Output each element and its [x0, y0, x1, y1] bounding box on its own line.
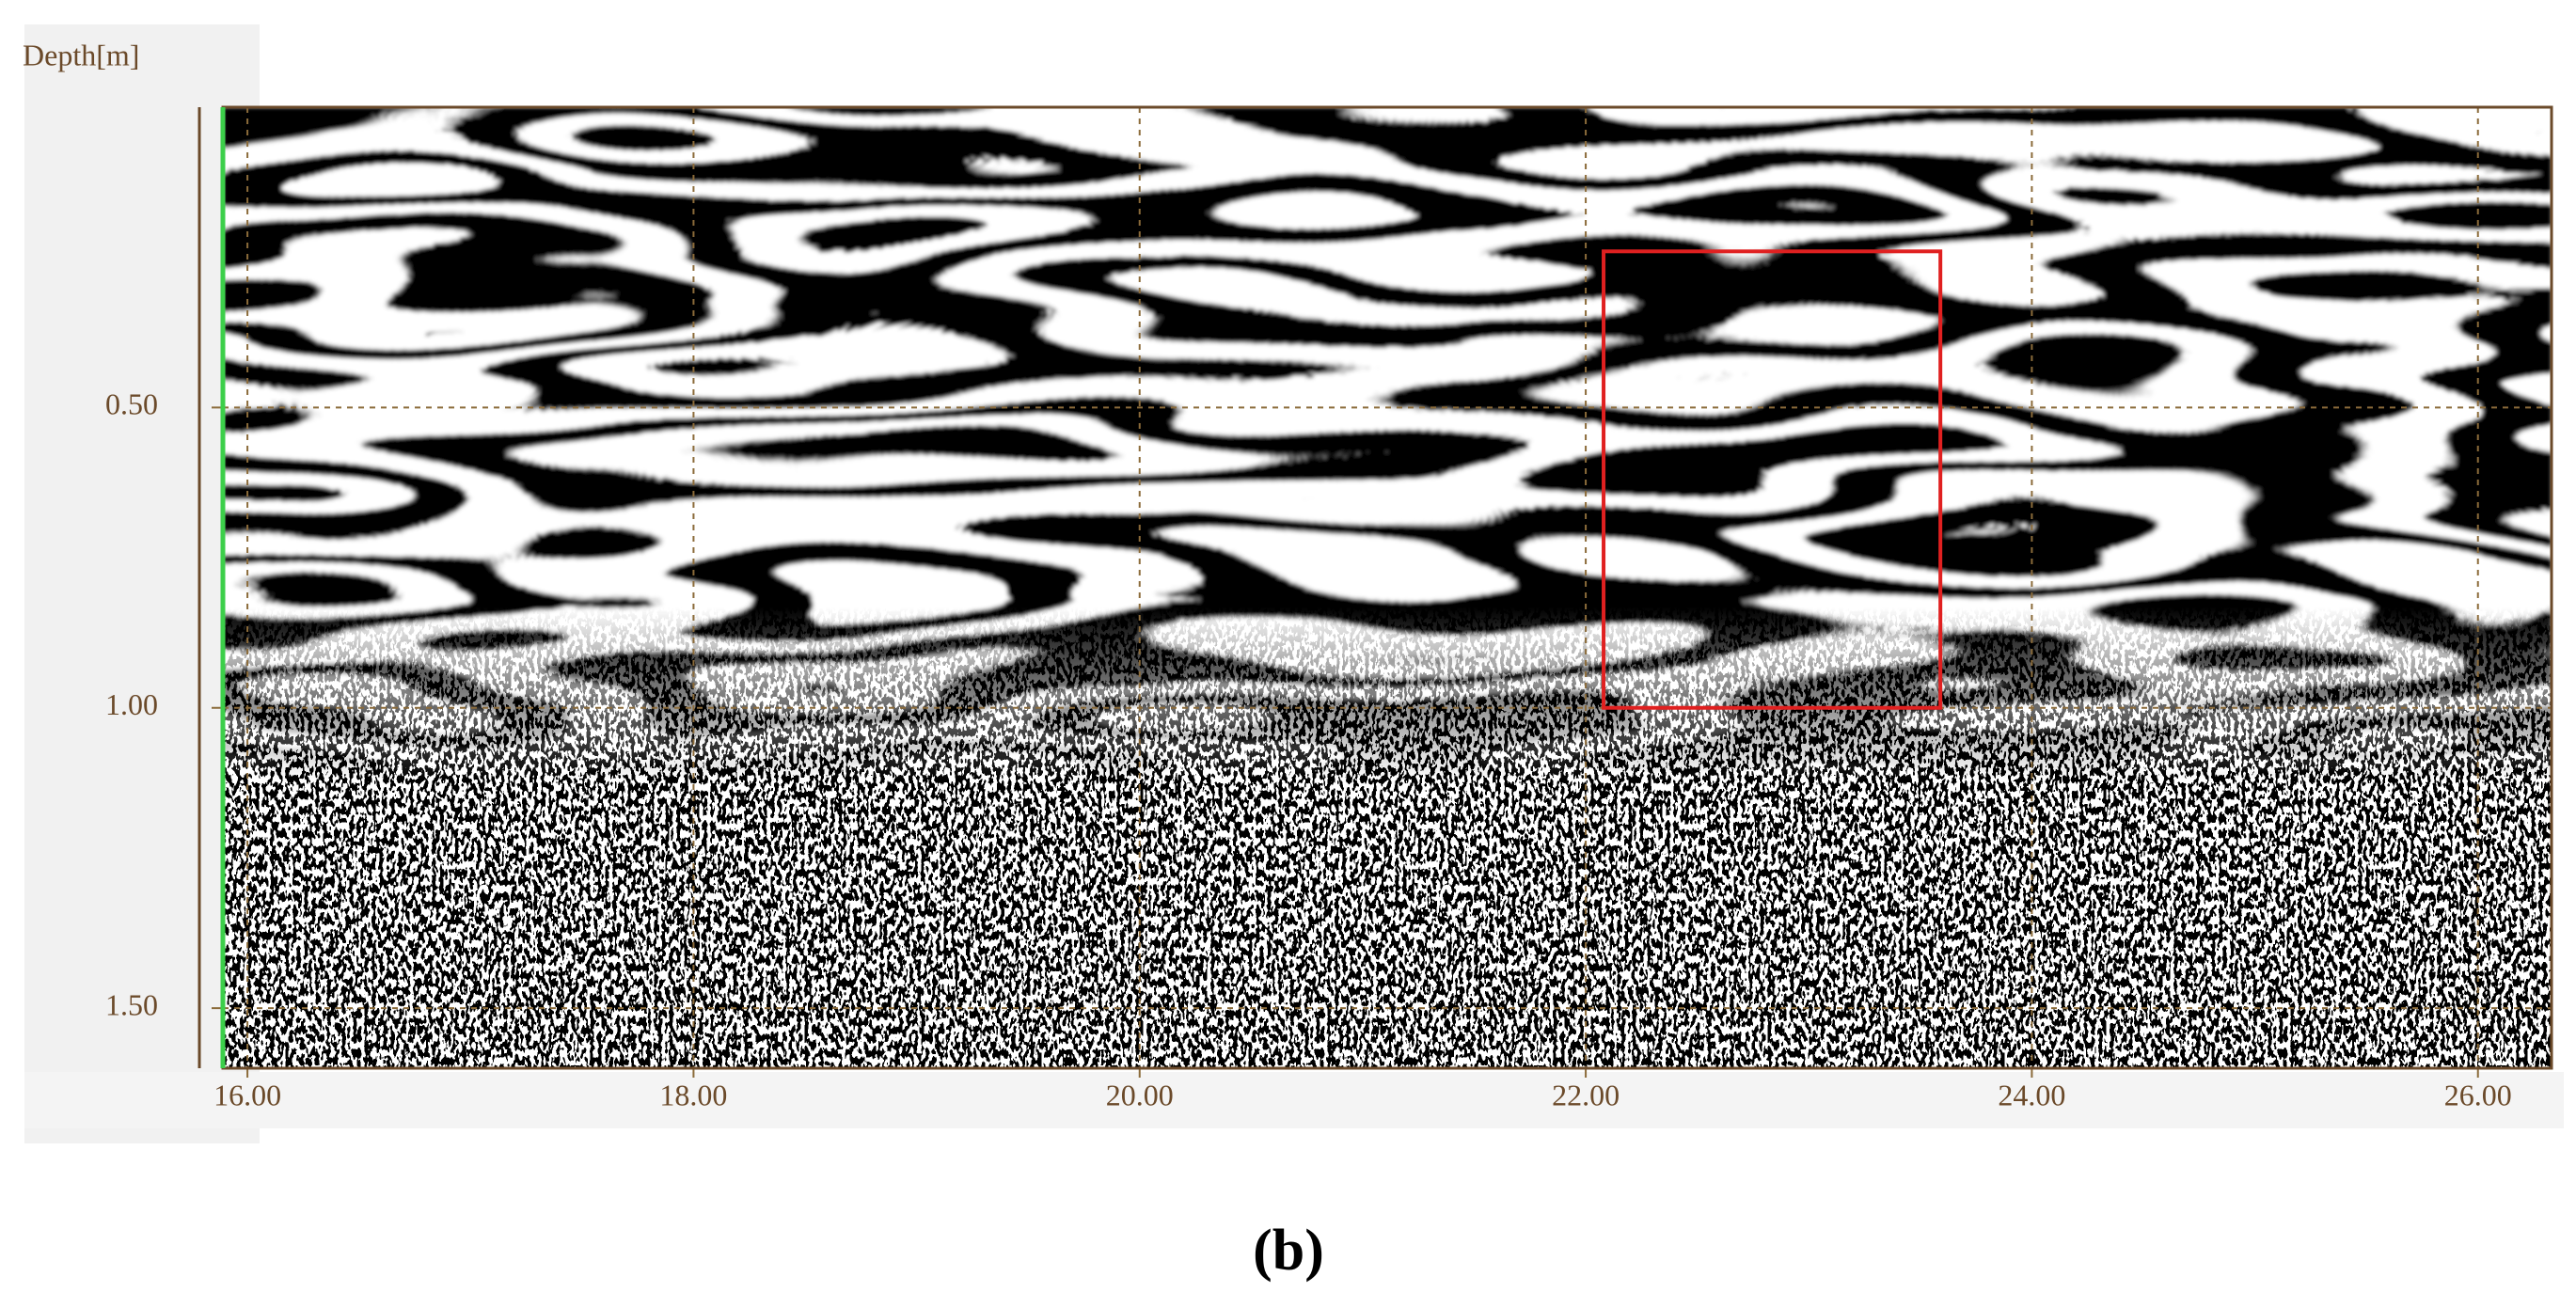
x-tick-label: 26.00: [2444, 1078, 2512, 1111]
shadow: [24, 24, 260, 1143]
x-tick-label: 16.00: [213, 1078, 281, 1111]
x-tick-label: 18.00: [659, 1078, 727, 1111]
x-tick-label: 24.00: [1998, 1078, 2065, 1111]
x-tick-label: 22.00: [1552, 1078, 1620, 1111]
shadow: [24, 1072, 2564, 1128]
y-tick-label: 0.50: [105, 387, 158, 421]
x-tick-label: 20.00: [1106, 1078, 1174, 1111]
y-axis-label: Depth[m]: [23, 38, 139, 71]
radargram: [223, 107, 2552, 1068]
y-tick-label: 1.00: [105, 687, 158, 721]
radargram-noise: [223, 107, 2552, 1068]
caption: (b): [1253, 1219, 1324, 1283]
highlight-box: [1602, 249, 1943, 710]
y-tick-label: 1.50: [105, 987, 158, 1021]
